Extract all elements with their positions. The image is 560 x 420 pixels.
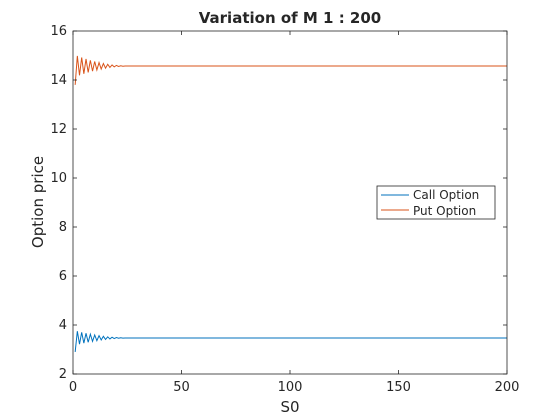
y-axis-label: Option price bbox=[29, 156, 47, 248]
y-tick-label: 14 bbox=[50, 73, 67, 88]
legend-label-call-option: Call Option bbox=[413, 188, 479, 202]
series-layer bbox=[74, 55, 507, 353]
chart-title: Variation of M 1 : 200 bbox=[199, 9, 381, 27]
tick-layer: 0 50 100 150 200 2 4 6 8 10 12 14 16 bbox=[50, 24, 519, 395]
x-axis-label: S0 bbox=[280, 398, 299, 416]
series-line-call-option bbox=[74, 331, 507, 353]
x-tick-label: 150 bbox=[386, 380, 411, 395]
y-tick-label: 10 bbox=[50, 171, 67, 186]
x-tick-label: 200 bbox=[495, 380, 520, 395]
x-tick-label: 50 bbox=[173, 380, 190, 395]
legend-box bbox=[376, 185, 496, 220]
series-line-put-option bbox=[74, 55, 507, 85]
y-tick-label: 12 bbox=[50, 122, 67, 137]
x-tick-label: 100 bbox=[278, 380, 303, 395]
y-tick-label: 2 bbox=[59, 367, 67, 382]
legend: Call Option Put Option bbox=[376, 185, 496, 220]
y-tick-label: 8 bbox=[59, 220, 67, 235]
y-tick-label: 4 bbox=[59, 318, 67, 333]
y-tick-label: 6 bbox=[59, 269, 67, 284]
y-tick-label: 16 bbox=[50, 24, 67, 39]
legend-label-put-option: Put Option bbox=[413, 204, 476, 218]
x-tick-label: 0 bbox=[69, 380, 77, 395]
